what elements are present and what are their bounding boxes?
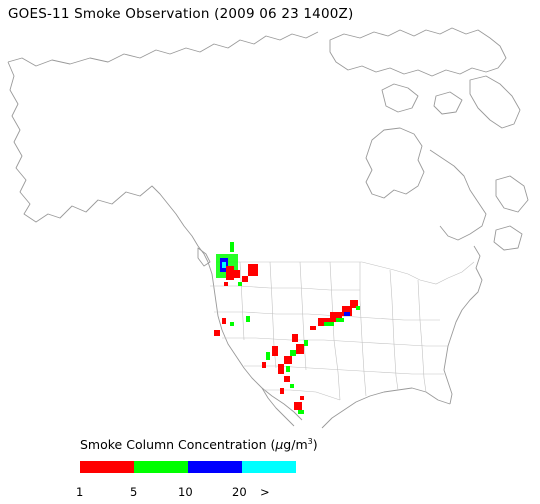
legend-tick-max: > bbox=[260, 485, 270, 499]
legend-tick-1: 1 bbox=[76, 485, 84, 499]
legend-tick-10: 10 bbox=[178, 485, 193, 499]
legend-swatch-20-plus bbox=[242, 461, 296, 473]
legend-bar bbox=[80, 461, 296, 473]
smoke-pixels bbox=[214, 242, 360, 414]
map-title: GOES-11 Smoke Observation (2009 06 23 14… bbox=[8, 6, 354, 22]
political-boundaries bbox=[210, 261, 475, 401]
legend-swatch-1-5 bbox=[80, 461, 134, 473]
legend-tick-20: 20 bbox=[232, 485, 247, 499]
legend-title: Smoke Column Concentration (μg/m3) bbox=[80, 437, 318, 453]
legend-swatch-10-20 bbox=[188, 461, 242, 473]
legend-tick-5: 5 bbox=[130, 485, 138, 499]
coastlines bbox=[7, 27, 529, 429]
legend-swatch-5-10 bbox=[134, 461, 188, 473]
